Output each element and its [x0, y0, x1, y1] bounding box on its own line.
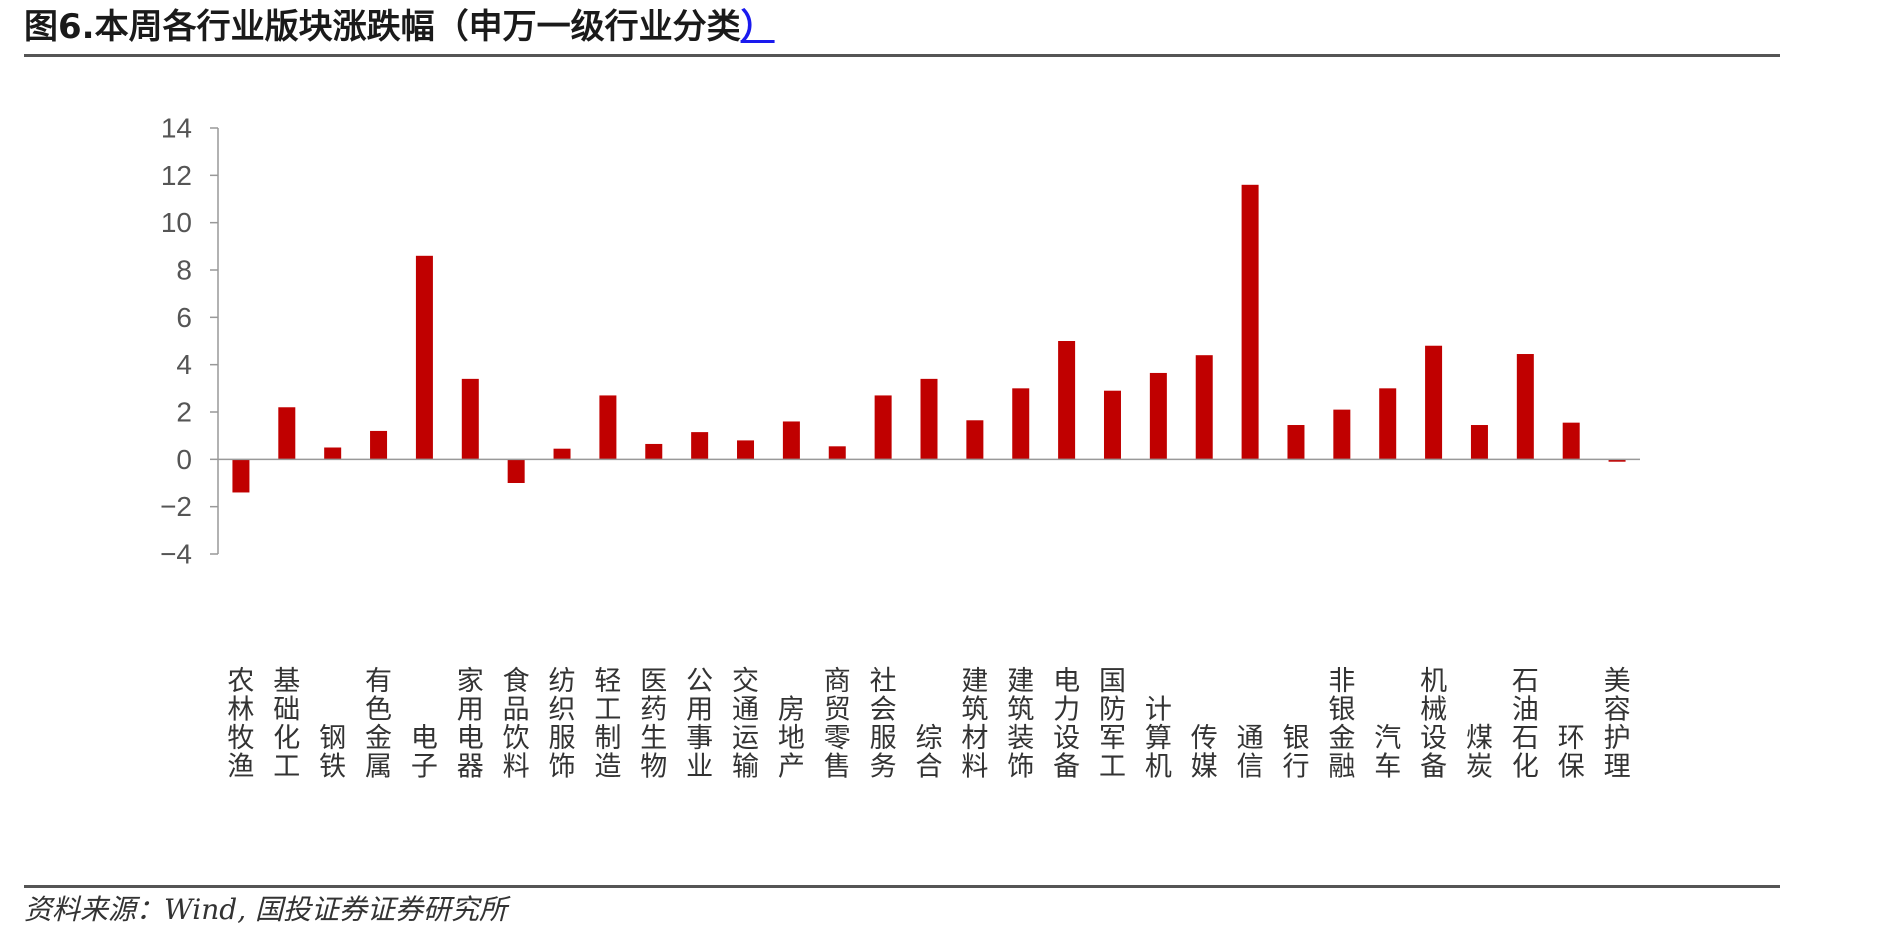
category-label: 农林牧渔: [227, 666, 254, 783]
bar: [1058, 341, 1076, 460]
bar: [828, 446, 846, 460]
bar: [278, 407, 296, 460]
bar: [782, 421, 800, 460]
bar: [1379, 388, 1397, 460]
bar: [232, 459, 250, 493]
category-label: 社会服务: [870, 666, 897, 783]
bar: [1241, 184, 1259, 460]
y-tick-label: 8: [176, 255, 192, 286]
category-label: 建筑装饰: [1007, 666, 1034, 783]
category-label: 电力设备: [1053, 666, 1080, 783]
category-label: 汽车: [1374, 723, 1401, 783]
bar: [1012, 388, 1030, 460]
bar: [1562, 422, 1580, 460]
bar: [507, 459, 525, 483]
category-label: 机械设备: [1420, 666, 1447, 783]
source-note: 资料来源：Wind, 国投证券证券研究所: [24, 893, 508, 926]
footer-divider: [24, 885, 1780, 888]
category-label: 房地产: [778, 695, 805, 783]
bar: [1287, 425, 1305, 460]
category-label: 建筑材料: [961, 666, 988, 783]
category-label: 基础化工: [273, 666, 300, 783]
category-label: 计算机: [1145, 695, 1172, 783]
y-tick-label: 14: [161, 113, 192, 144]
category-label: 纺织服饰: [549, 666, 576, 783]
category-label: 综合: [916, 723, 943, 783]
chart-title: 图6.本周各行业版块涨跌幅（申万一级行业分类）: [24, 2, 775, 52]
category-label: 非银金融: [1328, 666, 1355, 783]
y-tick-label: 4: [176, 349, 192, 380]
y-tick-label: 12: [161, 160, 192, 191]
bar: [1149, 372, 1167, 460]
category-label: 煤炭: [1466, 723, 1493, 783]
category-label: 电子: [411, 723, 438, 783]
category-label: 商贸零售: [824, 666, 851, 783]
bar: [645, 443, 663, 460]
y-tick-label: 0: [176, 444, 192, 475]
bar: [415, 255, 433, 460]
category-label: 环保: [1558, 723, 1585, 783]
category-label: 美容护理: [1604, 666, 1631, 783]
bar: [966, 420, 984, 460]
bar: [370, 430, 388, 460]
bar: [920, 378, 938, 460]
bar: [1516, 354, 1534, 460]
category-label: 交通运输: [732, 666, 759, 783]
chart-title-link[interactable]: ）: [740, 7, 775, 47]
bar: [553, 448, 571, 460]
title-divider: [24, 54, 1780, 57]
bar: [1333, 409, 1351, 460]
category-label: 食品饮料: [503, 666, 530, 783]
bar: [599, 395, 617, 460]
bar: [324, 447, 342, 460]
category-label: 轻工制造: [594, 666, 621, 783]
bar: [461, 378, 479, 460]
category-label: 石油石化: [1512, 666, 1539, 783]
category-label: 公用事业: [686, 666, 713, 783]
bar: [1470, 425, 1488, 460]
y-tick-label: −2: [160, 491, 192, 522]
y-tick-label: 6: [176, 302, 192, 333]
bar: [1608, 459, 1626, 462]
bar: [691, 432, 709, 460]
bar: [737, 440, 755, 460]
category-label: 银行: [1282, 723, 1309, 783]
chart-title-text: 图6.本周各行业版块涨跌幅（申万一级行业分类: [24, 7, 741, 47]
category-label: 传媒: [1191, 723, 1218, 783]
category-label: 国防军工: [1099, 666, 1126, 783]
bar-chart: 14 12 10 8 6 4 2 0 −2 −4 农林牧渔基础化工钢铁有色金属电子家用电器食品饮料纺…: [160, 113, 1640, 783]
category-label: 通信: [1237, 723, 1264, 783]
y-tick-label: 10: [161, 207, 192, 238]
y-tick-label: −4: [160, 539, 192, 570]
category-label: 钢铁: [319, 723, 346, 783]
y-tick-label: 2: [176, 397, 192, 428]
category-label: 有色金属: [365, 666, 392, 783]
bar: [1195, 355, 1213, 460]
category-label: 医药生物: [640, 666, 667, 783]
bar: [1103, 390, 1121, 460]
bar: [1425, 345, 1443, 460]
category-label: 家用电器: [457, 666, 484, 783]
bar: [874, 395, 892, 460]
